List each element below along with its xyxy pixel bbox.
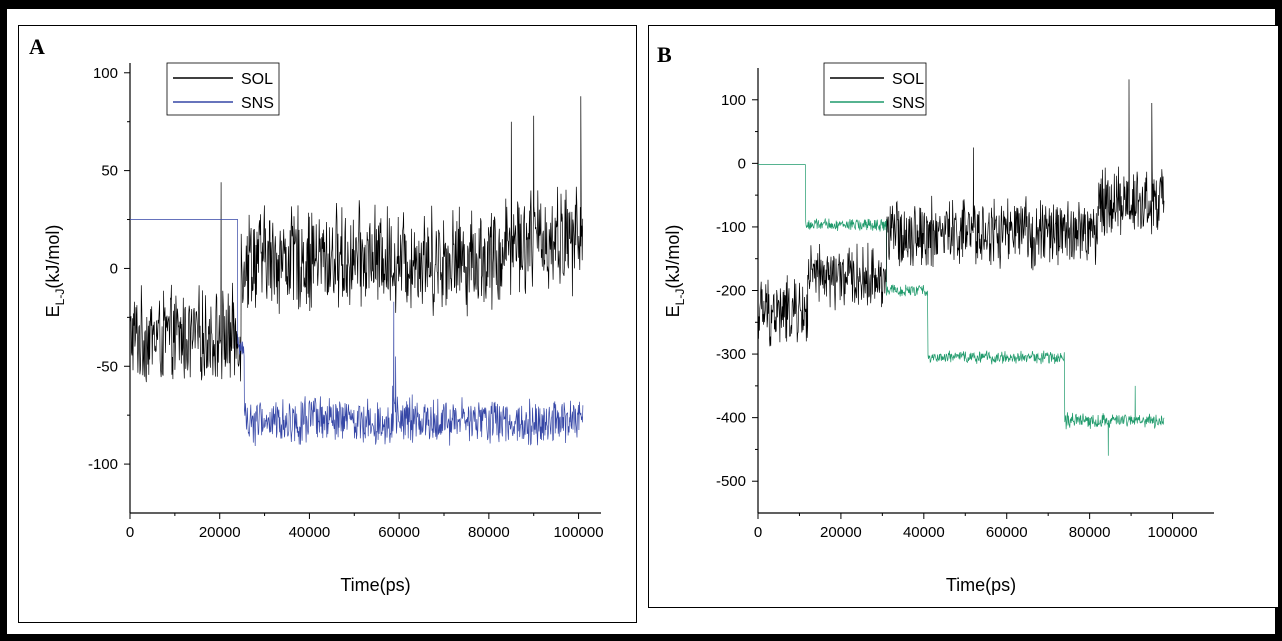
y-tick-label: -100 xyxy=(88,456,118,473)
legend-label-sol: SOL xyxy=(241,71,273,88)
y-axis-label-main: E xyxy=(43,305,63,317)
panel-label-a: A xyxy=(29,34,45,59)
legend-label-sol: SOL xyxy=(892,71,924,88)
x-tick-label: 100000 xyxy=(1148,524,1198,541)
y-tick-label: 100 xyxy=(721,92,746,109)
series-line-sol xyxy=(757,79,1165,347)
x-tick-label: 0 xyxy=(754,524,762,541)
y-tick-label: 50 xyxy=(101,163,118,180)
y-axis-label: EL-J(kJ/mol) xyxy=(43,225,67,318)
x-axis-label: Time(ps) xyxy=(340,575,410,595)
series-line-sns xyxy=(758,164,1165,456)
x-axis-label: Time(ps) xyxy=(946,575,1016,595)
y-tick-label: -100 xyxy=(716,219,746,236)
y-axis-label-sub: L-J xyxy=(53,289,67,306)
legend-label-sns: SNS xyxy=(892,95,925,112)
y-axis-label-unit: (kJ/mol) xyxy=(43,225,63,289)
x-tick-label: 60000 xyxy=(986,524,1028,541)
y-tick-label: 0 xyxy=(738,155,746,172)
y-tick-label: 0 xyxy=(110,260,118,277)
x-tick-label: 40000 xyxy=(289,524,331,541)
y-axis-label: EL-J(kJ/mol) xyxy=(663,225,687,318)
series-line-sol xyxy=(129,96,584,383)
x-tick-label: 80000 xyxy=(468,524,510,541)
chart-b: 0 20000 40000 60000 80000 100000 -500 -400 -300 -… xyxy=(663,62,1214,595)
y-axis-label-sub: L-J xyxy=(673,289,687,306)
x-tick-label: 100000 xyxy=(554,524,604,541)
y-tick-label: -50 xyxy=(96,358,118,375)
legend-box xyxy=(166,62,280,116)
legend-box xyxy=(823,62,927,116)
y-tick-label: -300 xyxy=(716,346,746,363)
y-tick-label: -500 xyxy=(716,473,746,490)
panel-label-b: B xyxy=(657,42,672,67)
x-tick-label: 20000 xyxy=(820,524,862,541)
y-axis-label-unit: (kJ/mol) xyxy=(663,225,683,289)
y-axis-label-main: E xyxy=(663,305,683,317)
x-tick-label: 0 xyxy=(126,524,134,541)
y-tick-label: -200 xyxy=(716,283,746,300)
y-tick-label: -400 xyxy=(716,410,746,427)
x-tick-label: 60000 xyxy=(378,524,420,541)
panel-a: A 0 20000 40000 60000 80000 100000 -100 -50 0 50 1… xyxy=(18,25,637,623)
panel-b: B 0 20000 40000 60000 80000 100000 -500 -400 -30… xyxy=(648,25,1279,608)
legend-label-sns: SNS xyxy=(241,95,274,112)
chart-a: 0 20000 40000 60000 80000 100000 -100 -50 0 50 100… xyxy=(43,62,604,595)
x-tick-label: 80000 xyxy=(1069,524,1111,541)
x-tick-label: 40000 xyxy=(903,524,945,541)
x-tick-label: 20000 xyxy=(199,524,241,541)
y-tick-label: 100 xyxy=(93,65,118,82)
series-line-sns xyxy=(130,219,584,447)
